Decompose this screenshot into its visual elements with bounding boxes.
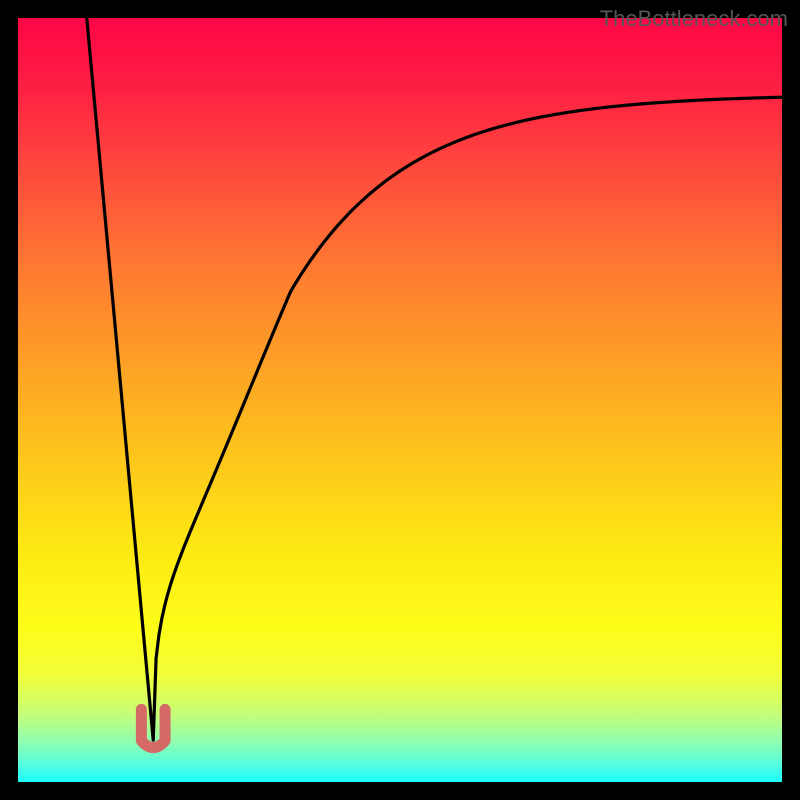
watermark-text: TheBottleneck.com	[600, 6, 788, 32]
bottleneck-chart: TheBottleneck.com	[0, 0, 800, 800]
chart-svg	[0, 0, 800, 800]
gradient-background	[18, 18, 782, 782]
